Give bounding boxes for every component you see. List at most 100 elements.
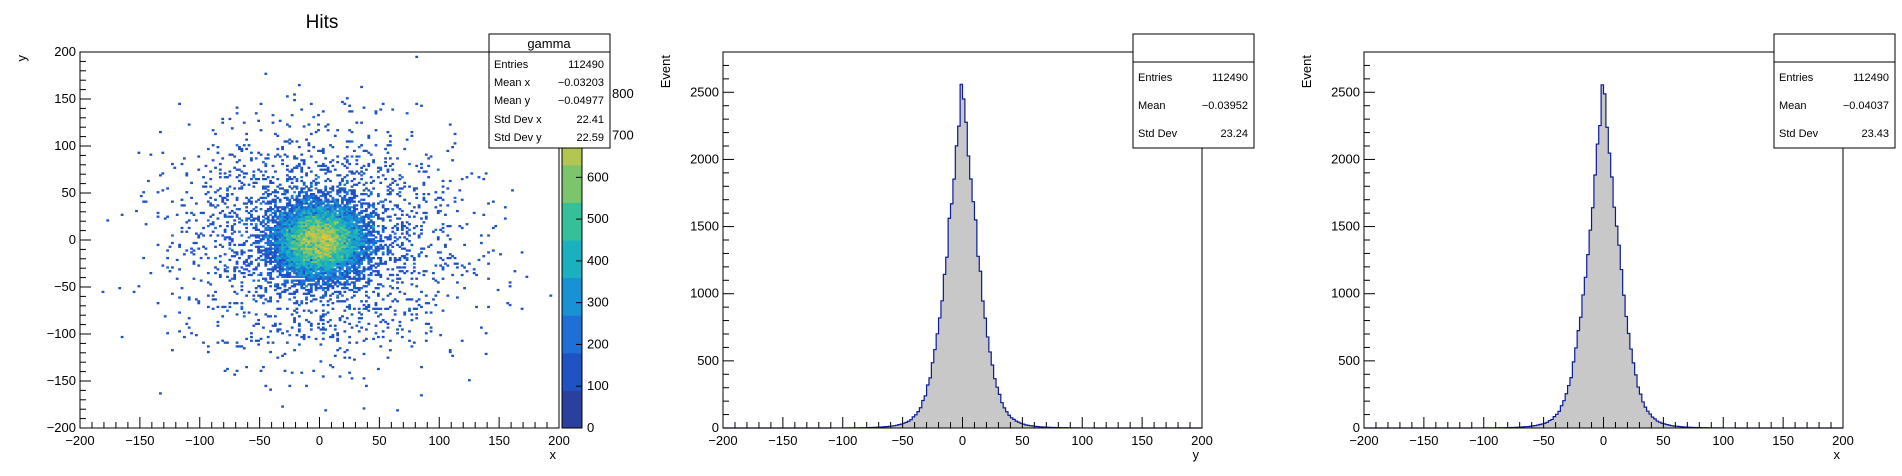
heatmap-cell [372,234,375,237]
heatmap-cell [444,243,447,247]
heatmap-cell [269,285,272,288]
heatmap-panel: Hits −200 −150 −100 −50 0 50 100 150 200−200−150… [14,12,634,462]
heatmap-cell [388,191,392,194]
heatmap-cell [391,189,395,192]
heatmap-cell [365,281,368,284]
heatmap-cell [290,243,294,247]
heatmap-cell [216,234,220,237]
heatmap-cell [348,217,352,220]
heatmap-cell [355,159,359,162]
heatmap-cell [348,170,352,173]
x-tick-label: −100 [828,433,857,448]
heatmap-cell [338,258,342,262]
heatmap-cell [314,226,318,230]
histogram-bar [926,385,930,428]
heatmap-cell [300,371,304,374]
heatmap-cell [276,217,280,220]
heatmap-cell [305,194,308,198]
heatmap-cell [192,277,196,280]
heatmap-cell [266,273,270,277]
heatmap-cell [326,275,330,278]
heatmap-cell [321,206,325,209]
heatmap-cell [214,256,217,260]
heatmap-cell [324,204,328,207]
heatmap-cell [429,330,433,333]
heatmap-cell [386,249,390,252]
heatmap-cell [266,268,270,271]
heatmap-cell [235,260,239,263]
heatmap-cell [238,221,241,224]
heatmap-cell [218,172,222,175]
heatmap-cell [436,290,440,294]
heatmap-cell [338,189,342,192]
heatmap-cell [281,208,284,211]
heatmap-cell [367,202,371,205]
heatmap-cell [235,302,239,305]
heatmap-cell [257,234,261,237]
heatmap-cell [365,226,368,230]
heatmap-cell [226,266,229,269]
heatmap-cell [276,230,280,233]
heatmap-cell [283,285,287,288]
stats-value: 112490 [1212,72,1248,84]
heatmap-cell [345,258,349,262]
heatmap-cell [305,138,308,141]
heatmap-cell [446,149,450,153]
heatmap-cell [379,243,383,247]
heatmap-cell [317,258,320,262]
heatmap-cell [228,174,232,177]
heatmap-cell [221,315,225,318]
heatmap-cell [285,256,289,260]
heatmap-cell [374,247,378,250]
heatmap-cell [300,243,304,247]
heatmap-cell [453,262,457,265]
heatmap-cell [240,185,244,188]
heatmap-cell [362,339,366,342]
heatmap-cell [233,275,237,278]
heatmap-cell [372,337,375,341]
heatmap-cell [307,262,311,265]
heatmap-cell [314,130,318,134]
heatmap-cell [357,245,361,248]
heatmap-cell [372,230,375,233]
heatmap-cell [357,217,361,220]
heatmap-cell [336,296,340,299]
heatmap-cell [336,275,340,278]
heatmap-cell [343,211,347,215]
heatmap-cell [238,270,241,273]
histogram-bar [988,351,992,428]
heatmap-cell [365,384,368,388]
heatmap-cell [374,110,378,113]
heatmap-cell [312,238,316,241]
heatmap-cell [326,266,330,269]
stats-label: Std Dev [1779,128,1819,140]
heatmap-cell [379,260,383,263]
heatmap-cell [410,298,414,301]
heatmap-cell [312,234,316,237]
heatmap-cell [302,264,306,267]
heatmap-cell [343,270,347,273]
histogram-bar [1029,425,1033,428]
heatmap-cell [297,315,301,318]
heatmap-cell [288,264,292,267]
heatmap-cell [321,241,325,245]
heatmap-cell [302,253,306,256]
heatmap-cell [331,365,335,369]
heatmap-cell [187,298,191,301]
heatmap-cell [228,236,232,239]
heatmap-cell [295,302,299,305]
heatmap-cell [247,256,251,260]
heatmap-cell [338,240,342,243]
heatmap-cell [348,245,352,248]
heatmap-cell [290,234,294,237]
heatmap-cell [285,307,289,310]
heatmap-cell [190,196,193,200]
heatmap-cell [360,270,363,273]
heatmap-cell [355,226,359,230]
heatmap-cell [187,226,191,230]
heatmap-cell [355,194,359,198]
heatmap-cell [331,159,335,162]
heatmap-cell [269,236,272,239]
heatmap-cell [312,253,316,256]
heatmap-cell [374,240,378,243]
